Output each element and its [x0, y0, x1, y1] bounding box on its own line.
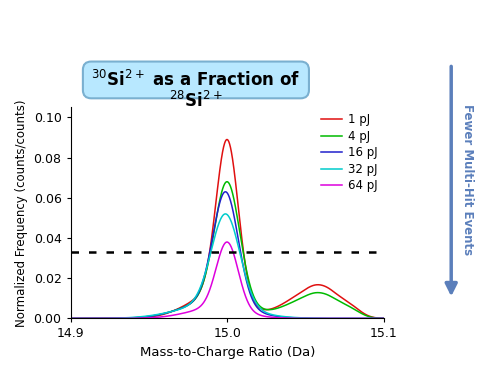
- 4 pJ: [375, 316, 381, 321]
- 32 pJ: [68, 316, 73, 321]
- 1 pJ: [122, 316, 128, 321]
- 1 pJ: [103, 316, 109, 321]
- 4 pJ: [224, 180, 230, 184]
- 64 pJ: [375, 316, 381, 321]
- 16 pJ: [341, 316, 347, 321]
- 1 pJ: [375, 316, 381, 320]
- 4 pJ: [381, 316, 387, 321]
- 16 pJ: [202, 274, 207, 279]
- 64 pJ: [341, 316, 347, 321]
- Line: 4 pJ: 4 pJ: [71, 182, 384, 318]
- 32 pJ: [381, 316, 387, 321]
- 1 pJ: [188, 300, 193, 304]
- 64 pJ: [381, 316, 387, 321]
- 4 pJ: [68, 316, 73, 321]
- Text: $^{28}$Si$^{2+}$: $^{28}$Si$^{2+}$: [169, 91, 223, 111]
- 64 pJ: [188, 309, 193, 313]
- 16 pJ: [68, 316, 73, 321]
- 4 pJ: [188, 301, 193, 306]
- 32 pJ: [188, 301, 193, 305]
- 16 pJ: [223, 190, 228, 194]
- 1 pJ: [68, 316, 73, 321]
- 64 pJ: [224, 240, 230, 244]
- 16 pJ: [103, 316, 109, 321]
- Line: 1 pJ: 1 pJ: [71, 140, 384, 318]
- 4 pJ: [202, 277, 207, 281]
- 1 pJ: [341, 297, 347, 301]
- 16 pJ: [188, 301, 193, 306]
- Line: 64 pJ: 64 pJ: [71, 242, 384, 318]
- 4 pJ: [103, 316, 109, 321]
- 16 pJ: [381, 316, 387, 321]
- 16 pJ: [375, 316, 381, 321]
- 1 pJ: [224, 137, 230, 142]
- 64 pJ: [122, 316, 128, 321]
- 4 pJ: [122, 316, 128, 321]
- Text: Fewer Multi-Hit Events: Fewer Multi-Hit Events: [461, 104, 475, 255]
- Line: 32 pJ: 32 pJ: [71, 214, 384, 318]
- Text: $^{30}$Si$^{2+}$ as a Fraction of: $^{30}$Si$^{2+}$ as a Fraction of: [91, 70, 300, 90]
- Line: 16 pJ: 16 pJ: [71, 192, 384, 318]
- 32 pJ: [375, 316, 381, 321]
- 32 pJ: [223, 212, 228, 216]
- 32 pJ: [103, 316, 109, 321]
- 32 pJ: [341, 316, 347, 321]
- X-axis label: Mass-to-Charge Ratio (Da): Mass-to-Charge Ratio (Da): [140, 346, 315, 359]
- 1 pJ: [381, 316, 387, 321]
- 32 pJ: [122, 316, 128, 320]
- 1 pJ: [202, 276, 207, 281]
- 64 pJ: [103, 316, 109, 321]
- 64 pJ: [202, 299, 207, 304]
- 4 pJ: [341, 301, 347, 306]
- Legend: 1 pJ, 4 pJ, 16 pJ, 32 pJ, 64 pJ: 1 pJ, 4 pJ, 16 pJ, 32 pJ, 64 pJ: [321, 113, 378, 193]
- 32 pJ: [202, 274, 207, 278]
- Y-axis label: Normalized Frequency (counts/counts): Normalized Frequency (counts/counts): [15, 99, 28, 327]
- 16 pJ: [122, 316, 128, 321]
- 64 pJ: [68, 316, 73, 321]
